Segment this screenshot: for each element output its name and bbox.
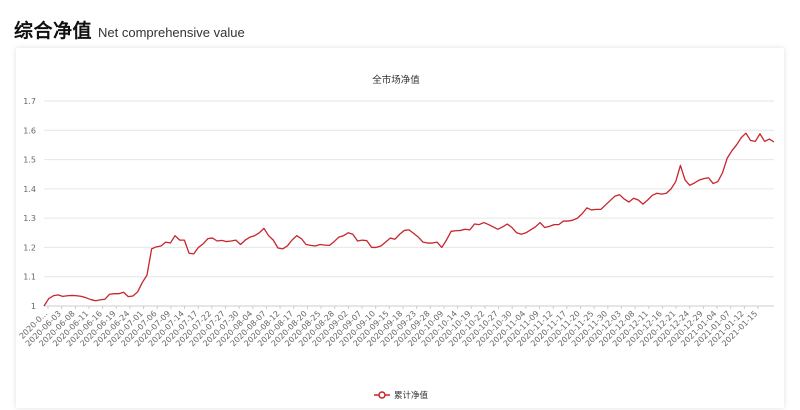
y-tick-label: 1.4 — [23, 185, 36, 194]
legend-label: 累计净值 — [394, 390, 429, 401]
series-layer — [43, 132, 775, 307]
y-tick-label: 1.1 — [23, 273, 36, 282]
series-line — [43, 132, 775, 307]
net-value-line-chart: 全市场净值 1 1.1 1.2 1.3 1.4 1.5 1.6 1.7 2020-0...20… — [18, 74, 775, 401]
legend[interactable]: 累计净值 — [374, 390, 429, 401]
x-axis: 2020-0...2020-06-032020-06-082020-06-112… — [18, 306, 759, 348]
legend-dot-marker — [378, 391, 386, 399]
y-axis: 1 1.1 1.2 1.3 1.4 1.5 1.6 1.7 — [23, 97, 36, 311]
y-tick-label: 1.6 — [23, 126, 36, 135]
chart-card: 全市场净值 1 1.1 1.2 1.3 1.4 1.5 1.6 1.7 2020-0... 20… — [16, 48, 784, 408]
grid-lines — [44, 100, 774, 307]
page-header: 综合净值 Net comprehensive value — [14, 16, 245, 44]
page-subtitle: Net comprehensive value — [98, 25, 245, 40]
y-tick-label: 1.3 — [23, 214, 36, 223]
page-title: 综合净值 — [14, 20, 93, 42]
y-tick-label: 1.7 — [23, 97, 36, 106]
y-tick-label: 1.5 — [23, 156, 36, 165]
y-tick-label: 1 — [31, 302, 36, 311]
chart-title: 全市场净值 — [372, 74, 420, 86]
y-tick-label: 1.2 — [23, 243, 36, 252]
